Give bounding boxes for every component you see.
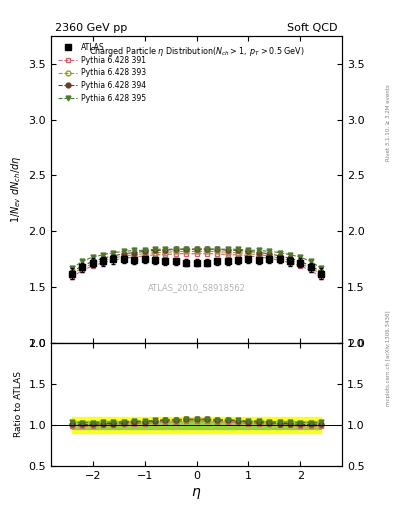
Legend: ATLAS, Pythia 6.428 391, Pythia 6.428 393, Pythia 6.428 394, Pythia 6.428 395: ATLAS, Pythia 6.428 391, Pythia 6.428 39…	[55, 39, 149, 106]
Text: ATLAS_2010_S8918562: ATLAS_2010_S8918562	[147, 283, 246, 292]
Text: 2360 GeV pp: 2360 GeV pp	[55, 23, 127, 33]
Text: Soft QCD: Soft QCD	[288, 23, 338, 33]
Text: mcplots.cern.ch [arXiv:1306.3436]: mcplots.cern.ch [arXiv:1306.3436]	[386, 311, 391, 406]
Text: Rivet 3.1.10, ≥ 3.2M events: Rivet 3.1.10, ≥ 3.2M events	[386, 84, 391, 161]
Y-axis label: $1/N_{ev}\ dN_{ch}/d\eta$: $1/N_{ev}\ dN_{ch}/d\eta$	[9, 156, 23, 223]
Y-axis label: Ratio to ATLAS: Ratio to ATLAS	[14, 372, 23, 437]
X-axis label: $\eta$: $\eta$	[191, 486, 202, 501]
Text: Charged Particle $\eta$ Distribution$(N_{ch} > 1,\ p_{T} > 0.5\ \mathrm{GeV})$: Charged Particle $\eta$ Distribution$(N_…	[89, 45, 304, 58]
